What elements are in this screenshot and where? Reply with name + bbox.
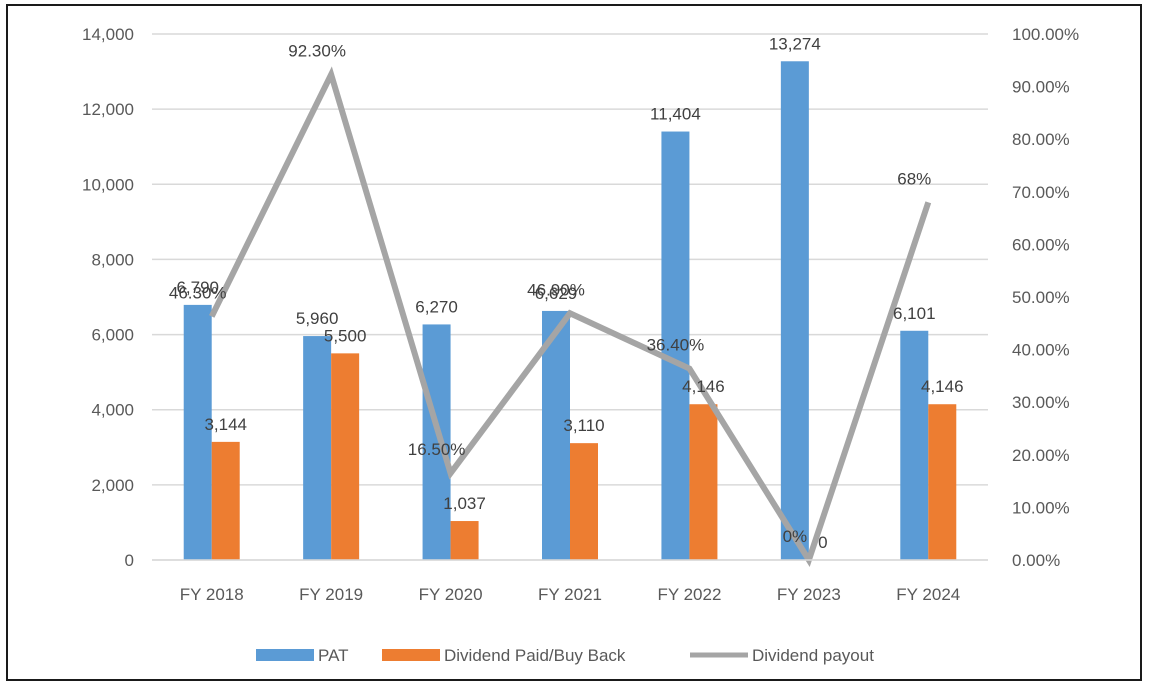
legend-label: Dividend Paid/Buy Back: [444, 646, 626, 665]
category-axis: FY 2018 FY 2019 FY 2020 FY 2021 FY 2022 FY 20…: [152, 559, 988, 604]
payout-data-label: 16.50%: [408, 440, 466, 459]
left-tick-label: 10,000: [82, 175, 134, 194]
left-tick-label: 0: [125, 551, 134, 570]
category-label: FY 2024: [896, 585, 960, 604]
bars: [183, 61, 957, 560]
category-label: FY 2020: [419, 585, 483, 604]
legend-swatch: [382, 649, 440, 661]
payout-data-label: 0%: [783, 527, 808, 546]
pat-data-label: 11,404: [650, 105, 701, 124]
pat-data-label: 6,790: [176, 278, 219, 297]
dividend-bar: [689, 404, 718, 560]
dividend-data-label: 4,146: [921, 377, 964, 396]
category-label: FY 2018: [180, 585, 244, 604]
right-tick-label: 30.00%: [1012, 393, 1070, 412]
right-tick-label: 40.00%: [1012, 341, 1070, 360]
dividend-data-label: 4,146: [682, 377, 725, 396]
dividend-bar: [331, 353, 360, 560]
pat-data-label: 6,629: [535, 284, 578, 303]
right-axis-ticks: 0.00% 10.00% 20.00% 30.00% 40.00% 50.00% 60.00…: [1012, 25, 1079, 570]
dividend-data-label: 3,110: [563, 416, 604, 435]
legend-swatch: [256, 649, 314, 661]
dividend-bar: [211, 441, 240, 560]
category-label: FY 2021: [538, 585, 602, 604]
right-tick-label: 60.00%: [1012, 235, 1070, 254]
left-tick-label: 14,000: [82, 25, 134, 44]
right-tick-label: 100.00%: [1012, 25, 1079, 44]
category-label: FY 2022: [657, 585, 721, 604]
right-tick-label: 20.00%: [1012, 446, 1070, 465]
payout-data-label: 68%: [897, 169, 931, 188]
payout-data-label: 46.90%: [527, 280, 585, 299]
pat-data-label: 6,101: [893, 304, 936, 323]
left-tick-label: 8,000: [91, 250, 134, 269]
payout-data-label: 46.30%: [169, 283, 227, 302]
dividend-data-label: 5,500: [324, 326, 367, 345]
pat-bar: [900, 330, 929, 560]
pat-bar: [422, 324, 451, 560]
right-tick-label: 70.00%: [1012, 183, 1070, 202]
right-tick-label: 90.00%: [1012, 78, 1070, 97]
pat-bar: [780, 61, 809, 560]
pat-bar: [183, 304, 212, 560]
right-tick-label: 10.00%: [1012, 498, 1070, 517]
pat-data-label: 5,960: [296, 309, 339, 328]
legend-label: Dividend payout: [752, 646, 874, 665]
left-tick-label: 6,000: [91, 326, 134, 345]
category-label: FY 2023: [777, 585, 841, 604]
left-axis-ticks: 0 2,000 4,000 6,000 8,000 10,000 12,000 14,000: [82, 25, 134, 570]
legend: PAT Dividend Paid/Buy Back Dividend payout: [256, 646, 874, 665]
pat-bar: [542, 310, 570, 560]
right-tick-label: 0.00%: [1012, 551, 1060, 570]
dividend-bar: [450, 521, 479, 560]
payout-data-label: 36.40%: [647, 336, 705, 355]
left-tick-label: 2,000: [91, 476, 134, 495]
payout-data-label: 92.30%: [288, 42, 346, 61]
dividend-bar: [928, 404, 957, 560]
right-tick-label: 80.00%: [1012, 130, 1070, 149]
pat-bar: [661, 131, 690, 560]
left-tick-label: 4,000: [91, 401, 134, 420]
pat-data-label: 13,274: [769, 34, 821, 53]
category-label: FY 2019: [299, 585, 363, 604]
dividend-data-label: 1,037: [443, 494, 486, 513]
pat-bar: [303, 336, 332, 560]
dividend-data-label: 3,144: [204, 415, 247, 434]
dividend-bar: [570, 443, 598, 560]
left-tick-label: 12,000: [82, 100, 134, 119]
dividend-data-label: 0: [818, 533, 827, 552]
legend-label: PAT: [318, 646, 349, 665]
pat-data-label: 6,270: [415, 297, 458, 316]
right-tick-label: 50.00%: [1012, 288, 1070, 307]
